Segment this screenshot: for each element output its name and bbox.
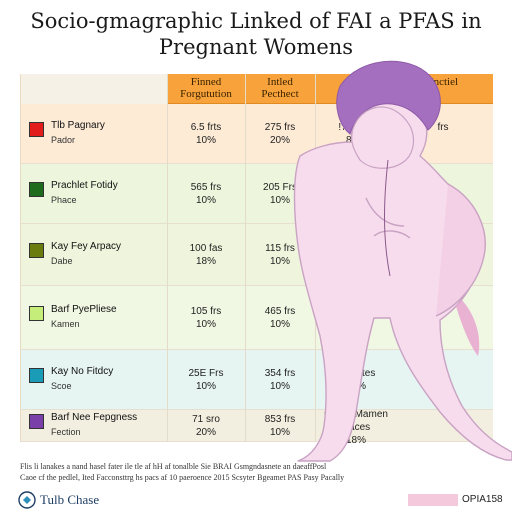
cell-count: 25E Frs: [188, 368, 224, 379]
header-col-2: Intled Pecthect: [245, 76, 315, 102]
row-value-cell: 105 frs 10%: [169, 305, 243, 331]
row-color-swatch: [29, 368, 44, 383]
reference-code: OPIA158: [462, 494, 503, 505]
brand-logo-icon: [18, 491, 36, 509]
row-subtitle: Dabe: [51, 256, 73, 266]
row-subtitle: Fection: [51, 427, 81, 437]
row-color-swatch: [29, 182, 44, 197]
cell-extra: Races: [341, 422, 371, 433]
cell-count: 115 frs: [265, 243, 295, 254]
row-title: Kay Fey Arpacy: [51, 241, 122, 252]
table-row: Barf Nee Fepgness Fection 71 sro 20% 853 frs…: [21, 409, 493, 446]
cell-count: 354 frs: [264, 368, 296, 379]
chart-title: Socio-gmagraphic Linked of FAI a PFAS in…: [0, 8, 512, 60]
row-value-cell: 354 frs 10%: [245, 367, 315, 393]
cell-count: 205 Frs: [263, 182, 297, 193]
cell-percent: 10%: [269, 195, 290, 206]
cell-percent: 10%: [195, 319, 216, 330]
row-value-cell: 71 sro 20%: [169, 413, 243, 439]
row-title: Tlb Pagnary: [51, 120, 105, 131]
cell-count: 100 fas: [189, 243, 223, 254]
row-value-cell: 853 frs 10%: [245, 413, 315, 439]
cell-count: 6.5 frts: [190, 122, 222, 133]
header-col-1: Finned Forgutution: [167, 76, 245, 102]
header-col-1-line2: Forgutution: [180, 88, 232, 100]
header-blank-cell: [21, 74, 167, 104]
row-subtitle: Scoe: [51, 381, 72, 391]
brand-name: Tulb Chase: [40, 492, 100, 507]
row-subtitle: Phace: [51, 195, 77, 205]
row-color-swatch: [29, 243, 44, 258]
header-col-4: Inctiel: [395, 76, 493, 102]
row-value-cell: 100 fas 18%: [169, 242, 243, 268]
footnote-line-1: Flis li lanakes a nand hasel fater ile t…: [20, 462, 327, 471]
cell-count: 465 frs: [264, 306, 296, 317]
cell-count: 275 frs: [264, 122, 296, 133]
footnote: Flis li lanakes a nand hasel fater ile t…: [20, 461, 492, 483]
row-subtitle: Kamen: [51, 319, 80, 329]
row-value-cell: 6.5 frts 10%: [169, 121, 243, 147]
row-color-swatch: [29, 414, 44, 429]
row-value-cell: 115 frs 10%: [245, 242, 315, 268]
row-title: Barf Nee Fepgness: [51, 412, 138, 423]
title-line-2: Pregnant Womens: [158, 35, 354, 59]
cell-count: 565 frs: [190, 182, 222, 193]
cell-count: frs: [437, 122, 449, 133]
row-title: Barf PyePliese: [51, 304, 117, 315]
cell-percent: 10%: [269, 427, 290, 438]
cell-percent: 10%: [269, 319, 290, 330]
cell-percent: 20%: [269, 135, 290, 146]
row-value-cell: 275 frs 20%: [245, 121, 315, 147]
row-value-cell: frs: [395, 121, 491, 134]
row-value-cell: 465 frs 10%: [245, 305, 315, 331]
cell-percent: 10%: [269, 381, 290, 392]
cell-percent: 10%: [269, 256, 290, 267]
row-subtitle: Pador: [51, 135, 76, 145]
row-color-swatch: [29, 122, 44, 137]
row-title: Prachlet Fotidy: [51, 180, 118, 191]
row-value-cell: 565 frs 10%: [169, 181, 243, 207]
title-line-1: Socio-gmagraphic Linked of FAI a PFAS in: [30, 9, 482, 33]
cell-percent: 18%: [195, 256, 216, 267]
cell-percent: 10%: [195, 135, 216, 146]
column-divider: [167, 74, 168, 442]
cell-percent: 18%: [345, 435, 366, 446]
cell-percent: 10%: [195, 195, 216, 206]
cell-percent: 10%: [195, 381, 216, 392]
cell-count: 105 frs: [190, 306, 222, 317]
cell-count: 71 sro: [192, 414, 220, 425]
row-title: Kay No Fitdcy: [51, 366, 114, 377]
header-col-1-line1: Finned: [190, 76, 222, 88]
cell-percent: 20%: [195, 427, 216, 438]
pregnant-woman-illustration: [293, 60, 512, 462]
footnote-line-2: Caoe cf the pedlel, Ited Facconsttrg hs …: [20, 473, 345, 482]
row-color-swatch: [29, 306, 44, 321]
row-value-cell: 205 Frs 10%: [245, 181, 315, 207]
cell-count: 853 frs: [264, 414, 296, 425]
row-value-cell: 25E Frs 10%: [169, 367, 243, 393]
header-col-2-line1: Intled: [267, 76, 293, 88]
header-col-2-line2: Pecthect: [261, 88, 299, 100]
column-divider: [245, 74, 246, 442]
header-col-4-line1: Inctiel: [429, 76, 459, 88]
code-bar: [408, 494, 458, 506]
